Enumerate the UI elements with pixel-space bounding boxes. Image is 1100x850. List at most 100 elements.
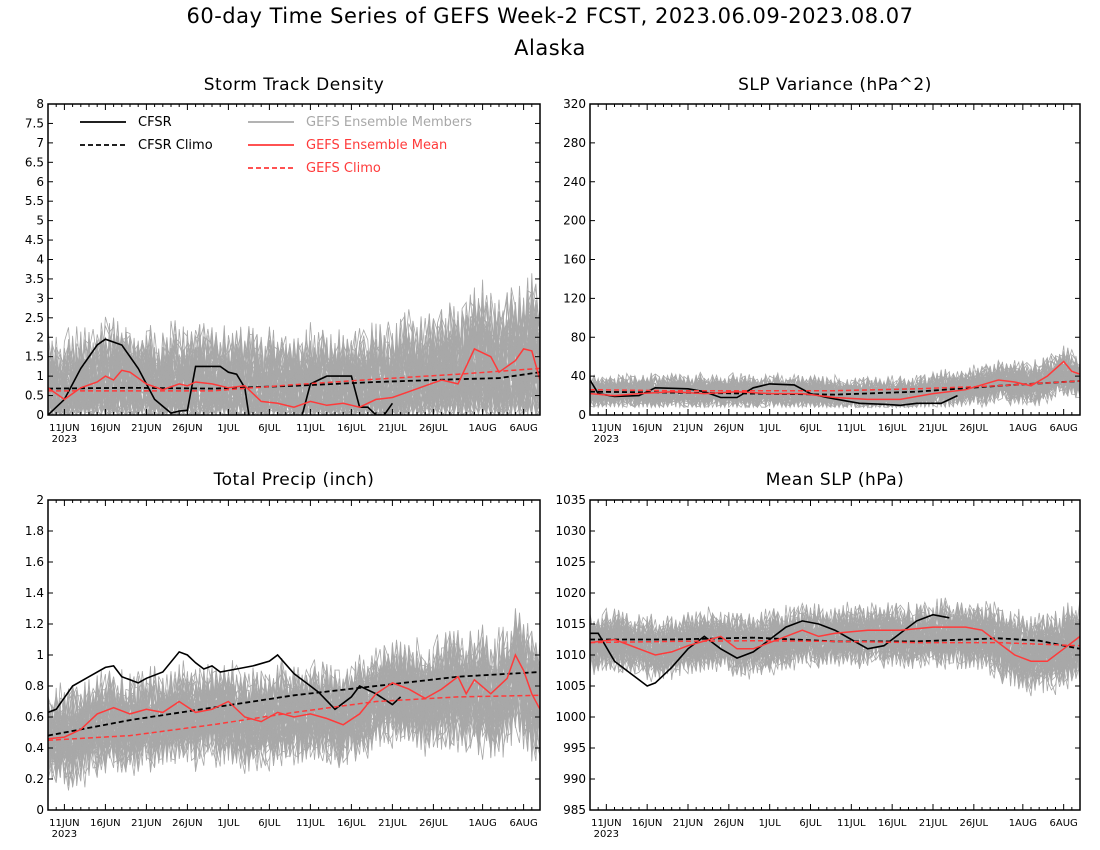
y-tick-label: 1.8	[25, 524, 44, 538]
x-tick-label: 11JUN	[591, 818, 621, 829]
ensemble-member-line	[590, 598, 1080, 682]
series-gefs_climo	[48, 694, 540, 742]
x-tick-label: 11JUL	[837, 423, 866, 434]
y-tick-label: 160	[563, 253, 586, 267]
y-tick-label: 0.6	[25, 710, 44, 724]
y-tick-label: 120	[563, 291, 586, 305]
series-cfsr	[48, 338, 250, 415]
ensemble-member-line	[590, 361, 1080, 409]
panel-title-storm-track: Storm Track Density	[203, 75, 385, 95]
x-tick-label: 1AUG	[1009, 423, 1037, 434]
ensemble-members	[48, 608, 540, 791]
y-tick-label: 1	[36, 369, 44, 383]
x-tick-label: 26JUN	[172, 423, 202, 434]
ensemble-member-line	[590, 362, 1080, 409]
x-year-label: 2023	[594, 434, 619, 445]
x-tick-label: 16JUN	[90, 423, 120, 434]
x-tick-label: 11JUN	[49, 423, 79, 434]
y-tick-label: 0	[36, 408, 44, 422]
plot-area	[48, 273, 540, 415]
x-tick-label: 26JUL	[960, 423, 989, 434]
x-tick-label: 11JUL	[296, 818, 325, 829]
y-tick-label: 1000	[555, 710, 586, 724]
y-tick-label: 995	[563, 741, 586, 755]
y-tick-label: 6.5	[25, 155, 44, 169]
y-tick-label: 1010	[555, 648, 586, 662]
series-cfsr_climo	[48, 671, 540, 737]
x-tick-label: 21JUL	[378, 818, 407, 829]
x-tick-label: 21JUL	[919, 818, 948, 829]
x-tick-label: 1JUL	[217, 818, 240, 829]
legend: CFSR CFSR Climo GEFS Ensemble Members GEFS …	[80, 115, 472, 176]
x-tick-label: 6AUG	[509, 818, 537, 829]
x-tick-label: 21JUN	[673, 423, 703, 434]
y-tick-label: 3.5	[25, 272, 44, 286]
x-tick-label: 26JUL	[419, 423, 448, 434]
x-tick-label: 21JUL	[378, 423, 407, 434]
series-mean	[48, 653, 540, 740]
x-tick-label: 26JUL	[419, 818, 448, 829]
ensemble-member-line	[590, 356, 1080, 409]
y-tick-label: 7.5	[25, 116, 44, 130]
y-tick-label: 0.5	[25, 389, 44, 403]
series-gefs_climo	[590, 639, 1080, 647]
ensemble-member-line	[48, 304, 540, 415]
y-tick-label: 320	[563, 97, 586, 111]
x-tick-label: 16JUL	[878, 818, 907, 829]
legend-label: GEFS Ensemble Members	[306, 115, 472, 130]
x-year-label: 2023	[52, 829, 77, 840]
y-tick-label: 40	[571, 369, 586, 383]
x-year-label: 2023	[594, 829, 619, 840]
y-tick-label: 240	[563, 175, 586, 189]
series-cfsr	[48, 650, 402, 714]
x-tick-label: 16JUN	[90, 818, 120, 829]
x-tick-label: 21JUN	[673, 818, 703, 829]
y-tick-label: 0.2	[25, 772, 44, 786]
series-gefs_climo	[590, 380, 1080, 392]
y-tick-label: 4.5	[25, 233, 44, 247]
series-cfsr_climo	[590, 636, 1080, 650]
ensemble-member-line	[48, 654, 540, 772]
y-tick-label: 0.8	[25, 679, 44, 693]
plot-area	[590, 345, 1080, 409]
y-tick-label: 1.4	[25, 586, 44, 600]
series-mean	[590, 360, 1080, 401]
x-year-label: 2023	[52, 434, 77, 445]
x-tick-label: 16JUN	[632, 818, 662, 829]
ensemble-member-line	[590, 604, 1080, 696]
legend-label: GEFS Climo	[306, 161, 381, 176]
y-tick-label: 1025	[555, 555, 586, 569]
y-tick-label: 2	[36, 330, 44, 344]
y-tick-label: 1030	[555, 524, 586, 538]
x-tick-label: 16JUL	[337, 818, 366, 829]
legend-label: GEFS Ensemble Mean	[306, 138, 447, 153]
y-tick-label: 80	[571, 330, 586, 344]
panel-title-total-precip: Total Precip (inch)	[213, 470, 375, 490]
x-tick-label: 1AUG	[1009, 818, 1037, 829]
x-tick-label: 1AUG	[468, 818, 496, 829]
ensemble-member-line	[48, 641, 540, 772]
x-tick-label: 6JUL	[258, 423, 281, 434]
ensemble-member-line	[48, 630, 540, 764]
figure-subtitle: Alaska	[514, 36, 586, 60]
x-tick-label: 6JUL	[258, 818, 281, 829]
y-tick-label: 5	[36, 214, 44, 228]
ensemble-member-line	[48, 641, 540, 773]
ensemble-member-line	[48, 281, 540, 415]
x-tick-label: 26JUN	[714, 818, 744, 829]
x-tick-label: 6AUG	[1050, 423, 1078, 434]
y-tick-label: 4	[36, 253, 44, 267]
y-tick-label: 1.2	[25, 617, 44, 631]
ensemble-member-line	[590, 607, 1080, 686]
x-tick-label: 11JUN	[49, 818, 79, 829]
x-tick-label: 16JUL	[878, 423, 907, 434]
x-tick-label: 21JUL	[919, 423, 948, 434]
ensemble-member-line	[590, 364, 1080, 407]
panel-2: 0 0.2 0.4 0.6 0.8 1 1.2 1.4 1.6 1.8 2 11JUN 16JUN 21J…	[25, 493, 541, 840]
y-tick-label: 5.5	[25, 194, 44, 208]
ensemble-member-line	[48, 650, 540, 771]
x-tick-label: 1JUL	[759, 423, 782, 434]
y-tick-label: 990	[563, 772, 586, 786]
x-tick-label: 6JUL	[799, 818, 822, 829]
